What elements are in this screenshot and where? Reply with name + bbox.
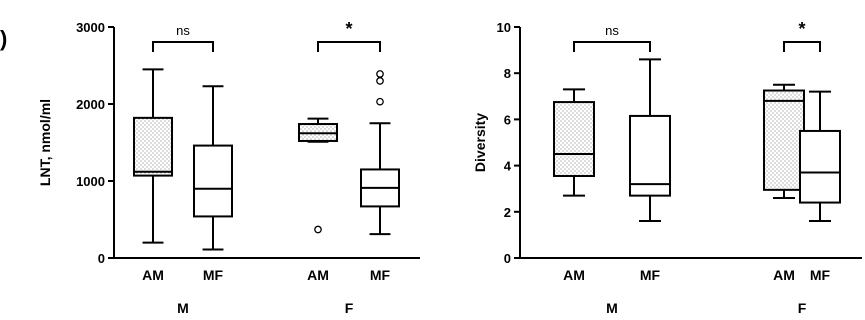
- diversity-boxplot-panel: 0 2 4 6 8 10 Diversity AM MF Mns AM MF F *: [472, 19, 862, 316]
- category-label: AM: [773, 267, 795, 283]
- significance-bracket: [573, 41, 651, 52]
- category-label: AM: [563, 267, 585, 283]
- significance-label: ns: [605, 23, 619, 38]
- y-tick-label: 6: [504, 112, 511, 127]
- category-label: AM: [307, 267, 329, 283]
- outlier-point: [376, 97, 384, 106]
- panel-letter: ): [0, 26, 7, 51]
- box-iqr: [133, 116, 173, 177]
- group-label: F: [345, 300, 354, 316]
- y-tick-label: 10: [497, 20, 511, 35]
- significance-label: *: [345, 19, 352, 39]
- significance-label: ns: [176, 23, 190, 38]
- group-label: M: [606, 300, 618, 316]
- significance-bracket: [783, 41, 821, 52]
- outlier-point: [314, 225, 322, 234]
- y-axis-label: LNT, nmol/ml: [37, 99, 53, 186]
- lnt-boxplot-panel: 0 1000 2000 3000 LNT, nmol/ml AM MF Mns AM MF F *: [37, 19, 420, 316]
- category-label: MF: [203, 267, 224, 283]
- y-tick-label: 2000: [76, 97, 105, 112]
- y-tick-label: 8: [504, 66, 511, 81]
- significance-bracket: [317, 41, 381, 52]
- y-tick-label: 0: [504, 251, 511, 266]
- outlier-point: [376, 70, 384, 78]
- group-label: F: [798, 300, 807, 316]
- category-label: MF: [810, 267, 831, 283]
- y-tick-label: 0: [98, 251, 105, 266]
- y-tick-label: 1000: [76, 174, 105, 189]
- box-iqr: [799, 129, 841, 204]
- box-iqr: [629, 114, 671, 197]
- box-iqr: [553, 101, 595, 177]
- box-iqr: [193, 144, 233, 218]
- significance-bracket: [152, 41, 214, 52]
- y-tick-label: 3000: [76, 20, 105, 35]
- box-iqr: [763, 89, 805, 191]
- y-tick-label: 2: [504, 205, 511, 220]
- category-label: AM: [142, 267, 164, 283]
- y-tick-label: 4: [504, 159, 512, 174]
- significance-label: *: [798, 19, 805, 39]
- outlier-point: [376, 77, 384, 85]
- category-label: MF: [640, 267, 661, 283]
- group-label: M: [177, 300, 189, 316]
- y-axis-label: Diversity: [472, 113, 488, 172]
- category-label: MF: [370, 267, 391, 283]
